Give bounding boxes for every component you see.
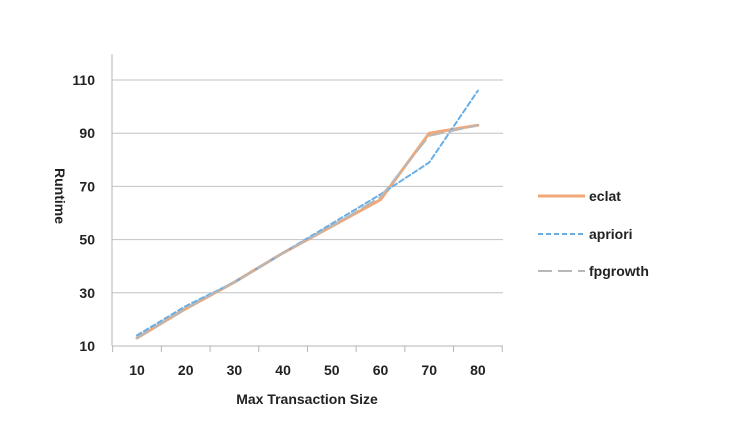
x-tick-label-70: 70	[421, 362, 437, 378]
x-tick-label-80: 80	[470, 362, 486, 378]
series-lines	[135, 89, 480, 340]
x-tick-label-40: 40	[275, 362, 291, 378]
x-tick-label-10: 10	[129, 362, 145, 378]
legend-label-fpgrowth: fpgrowth	[589, 263, 649, 279]
x-tick-label-50: 50	[324, 362, 340, 378]
series-line-apriori	[136, 89, 479, 337]
y-tick-label-30: 30	[79, 285, 95, 301]
legend-label-eclat: eclat	[589, 188, 621, 204]
gridlines	[112, 79, 503, 294]
x-tick-label-30: 30	[227, 362, 243, 378]
y-tick-label-10: 10	[79, 338, 95, 354]
x-tick-label-20: 20	[178, 362, 194, 378]
y-tick-label-70: 70	[79, 178, 95, 194]
x-tick-labels: 10 20 30 40 50 60 70 80	[129, 362, 486, 378]
x-axis-title: Max Transaction Size	[236, 391, 378, 407]
y-tick-label-90: 90	[79, 125, 95, 141]
x-tick-label-60: 60	[373, 362, 389, 378]
legend: eclat apriori fpgrowth	[538, 188, 649, 279]
legend-label-apriori: apriori	[589, 226, 633, 242]
y-axis-title: Runtime	[52, 168, 68, 224]
y-tick-labels: 10 30 50 70 90 110	[72, 72, 95, 354]
y-tick-label-110: 110	[72, 72, 95, 88]
x-tick-marks	[112, 346, 503, 352]
series-line-fpgrowth	[136, 124, 479, 340]
series-line-eclat	[135, 123, 480, 340]
y-tick-label-50: 50	[79, 232, 95, 248]
